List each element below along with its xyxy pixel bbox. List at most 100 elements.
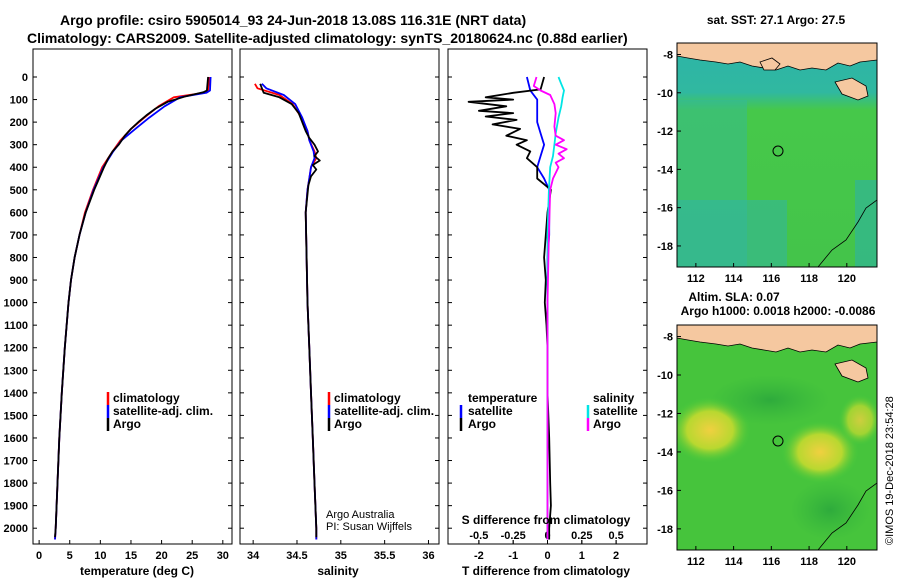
depth-tick-label: 1300	[4, 365, 28, 377]
sumbawa-land	[759, 57, 781, 71]
title-line-1: Argo profile: csiro 5905014_93 24-Jun-20…	[60, 12, 526, 28]
sla-map-frame	[676, 324, 878, 551]
legend-satellite-label: satellite-adj. clim.	[334, 404, 434, 418]
lon-tick-label: 114	[725, 556, 744, 568]
legend-climatology-label: climatology	[113, 391, 180, 405]
s-tick-label: 0.5	[608, 530, 623, 542]
imos-timestamp: ©IMOS 19-Dec-2018 23:54:28	[884, 396, 896, 545]
s-tick-label: 0.25	[571, 530, 592, 542]
series-line-satellite-adj-clim-	[54, 76, 212, 540]
lat-tick-label: -16	[657, 485, 673, 497]
legend-temp-argo-label: Argo	[468, 417, 496, 431]
lon-tick-label: 120	[838, 273, 856, 285]
lat-tick-label: -12	[657, 126, 673, 138]
lon-tick-label: 120	[838, 556, 856, 568]
legend-sal-argo-label: Argo	[593, 417, 621, 431]
sla-float-marker	[772, 435, 784, 447]
sla-low-1	[710, 375, 830, 425]
temperature-x-label: temperature (deg C)	[80, 564, 194, 578]
lon-tick-label: 112	[687, 273, 705, 285]
depth-tick-label: 1900	[4, 501, 28, 513]
lon-tick-label: 114	[725, 273, 744, 285]
depth-tick-label: 800	[10, 252, 28, 264]
difference-series	[467, 76, 568, 540]
sla-lat-axis: -8 -10 -12 -14 -16 -18	[657, 332, 681, 536]
sla-map	[677, 325, 877, 550]
s-tick-label: -0.5	[469, 530, 488, 542]
sumba-land	[834, 359, 869, 383]
legend-temperature-header: temperature	[468, 391, 538, 405]
sst-lon-axis: 112 114 116 118 120	[687, 263, 856, 285]
depth-tick-label: 1600	[4, 433, 28, 445]
x-tick-label: 35	[335, 550, 347, 562]
series-line-argo	[259, 83, 321, 538]
legend-temp-satellite-label: satellite	[468, 404, 513, 418]
x-tick-label: 10	[94, 550, 106, 562]
depth-tick-label: 100	[10, 95, 28, 107]
depth-tick-label: 400	[10, 162, 28, 174]
series-line-salinity-argo	[532, 76, 568, 540]
temperature-legend: climatology satellite-adj. clim. Argo	[106, 391, 213, 431]
x-tick-label: 34.5	[286, 550, 307, 562]
legend-argo-label: Argo	[334, 417, 362, 431]
x-tick-label: 30	[217, 550, 229, 562]
sst-lat-axis: -8 -10 -12 -14 -16 -18	[657, 49, 681, 253]
x-tick-label: 0	[36, 550, 42, 562]
depth-tick-label: 700	[10, 230, 28, 242]
title-line-2: Climatology: CARS2009. Satellite-adjuste…	[27, 30, 628, 46]
credit-line-2: PI: Susan Wijffels	[326, 521, 412, 533]
lon-tick-label: 118	[800, 273, 818, 285]
s-tick-label: -0.25	[501, 530, 526, 542]
salinity-panel-frame	[239, 48, 440, 545]
lat-tick-label: -8	[663, 332, 673, 344]
lon-tick-label: 116	[762, 556, 780, 568]
legend-climatology-label: climatology	[334, 391, 401, 405]
sst-cool-southwest	[677, 200, 787, 267]
lat-tick-label: -10	[657, 370, 673, 382]
depth-tick-label: 1000	[4, 298, 28, 310]
x-tick-label: 15	[125, 550, 137, 562]
depth-axis: 0 100 200 300 400 500 600 700 800 900 1000 1100 1200…	[4, 72, 647, 535]
sst-map-frame	[676, 42, 878, 268]
depth-tick-label: 600	[10, 207, 28, 219]
x-tick-label: 5	[67, 550, 73, 562]
x-tick-label: 35.5	[374, 550, 395, 562]
x-tick-label: 0	[544, 550, 550, 562]
legend-sal-satellite-label: satellite	[593, 404, 638, 418]
australia-coast	[817, 199, 877, 267]
depth-tick-label: 1800	[4, 478, 28, 490]
sst-map-title: sat. SST: 27.1 Argo: 27.5	[707, 13, 846, 27]
depth-tick-label: 900	[10, 275, 28, 287]
lon-tick-label: 116	[762, 273, 780, 285]
sst-map	[677, 43, 877, 267]
x-tick-label: 34	[247, 550, 260, 562]
lat-tick-label: -16	[657, 203, 673, 215]
depth-tick-label: 300	[10, 140, 28, 152]
sst-cool-east	[855, 180, 877, 267]
legend-salinity-header: salinity	[593, 391, 635, 405]
difference-x-label: T difference from climatology	[462, 564, 630, 578]
x-tick-label: 36	[422, 550, 434, 562]
depth-tick-label: 2000	[4, 523, 28, 535]
sla-high-3	[838, 394, 877, 446]
sla-high-2	[780, 420, 860, 484]
x-tick-label: -2	[474, 550, 484, 562]
depth-tick-label: 500	[10, 185, 28, 197]
difference-s-axis: -0.5 -0.25 0 0.25 0.5	[469, 530, 624, 544]
series-line-argo	[54, 76, 209, 538]
x-tick-label: 25	[186, 550, 198, 562]
australia-coast	[817, 482, 877, 550]
depth-tick-label: 1100	[4, 320, 28, 332]
sla-map-title-1: Altim. SLA: 0.07	[688, 290, 780, 304]
lat-tick-label: -18	[657, 241, 673, 253]
legend-argo-label: Argo	[113, 417, 141, 431]
salinity-x-label: salinity	[317, 564, 359, 578]
depth-tick-label: 0	[22, 72, 28, 84]
sumba-land	[834, 77, 869, 101]
lon-tick-label: 112	[687, 556, 705, 568]
salinity-series	[254, 83, 321, 540]
depth-tick-label: 1200	[4, 343, 28, 355]
depth-tick-label: 1400	[4, 388, 28, 400]
temperature-panel-frame	[32, 48, 233, 545]
